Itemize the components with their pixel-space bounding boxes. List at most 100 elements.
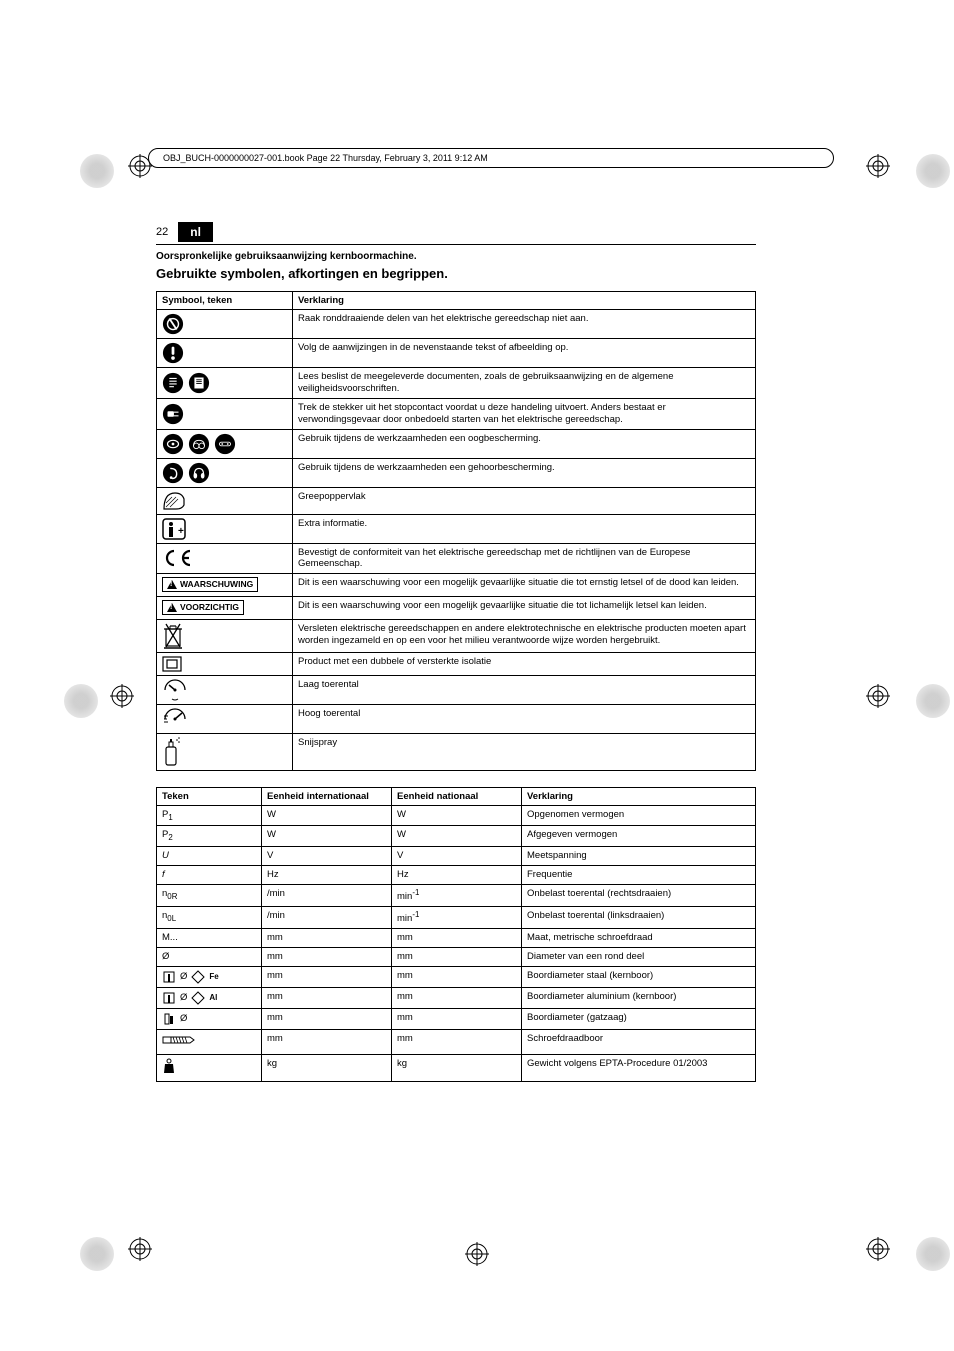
desc-cell: Boordiameter aluminium (kernboor) <box>522 987 756 1008</box>
symbol-cell: + <box>157 514 293 543</box>
table-row: ØmmmmDiameter van een rond deel <box>157 947 756 966</box>
table-row: Snijspray <box>157 733 756 770</box>
desc-cell: Boordiameter staal (kernboor) <box>522 966 756 987</box>
desc-cell: Afgegeven vermogen <box>522 826 756 847</box>
unit-intl-cell: mm <box>262 1008 392 1029</box>
reg-mark-icon <box>80 1237 114 1271</box>
desc-cell: Boordiameter (gatzaag) <box>522 1008 756 1029</box>
sign-cell: f <box>157 866 262 885</box>
svg-text:+: + <box>178 526 184 537</box>
unit-nat-cell: mm <box>392 947 522 966</box>
language-badge: nl <box>178 222 213 242</box>
table-row: WAARSCHUWING Dit is een waarschuwing voor… <box>157 574 756 597</box>
unit-nat-cell: mm <box>392 987 522 1008</box>
col-sign: Teken <box>157 787 262 805</box>
symbol-cell <box>157 368 293 399</box>
explanation-cell: Product met een dubbele of versterkte is… <box>293 652 756 675</box>
table-row: Volg de aanwijzingen in de nevenstaande … <box>157 339 756 368</box>
page-content: 22 nl Oorspronkelijke gebruiksaanwijzing… <box>156 222 756 1082</box>
unit-intl-cell: mm <box>262 966 392 987</box>
unit-intl-cell: /min <box>262 906 392 928</box>
table-row: fHzHzFrequentie <box>157 866 756 885</box>
desc-cell: Onbelast toerental (linksdraaien) <box>522 906 756 928</box>
sign-cell: U <box>157 847 262 866</box>
table-row: Ø FemmmmBoordiameter staal (kernboor) <box>157 966 756 987</box>
desc-cell: Diameter van een rond deel <box>522 947 756 966</box>
warning-label: WAARSCHUWING <box>162 577 258 592</box>
symbol-cell <box>157 619 293 652</box>
explanation-cell: Snijspray <box>293 733 756 770</box>
table-row: Greepoppervlak <box>157 487 756 514</box>
symbol-cell <box>157 652 293 675</box>
unit-nat-cell: W <box>392 826 522 847</box>
reg-mark-icon <box>64 684 98 718</box>
reg-mark-icon <box>916 154 950 188</box>
sign-cell: Ø <box>157 1008 262 1029</box>
unit-nat-cell: mm <box>392 1008 522 1029</box>
table-row: n0R/minmin-1Onbelast toerental (rechtsdr… <box>157 884 756 906</box>
sign-cell <box>157 1054 262 1081</box>
symbol-cell <box>157 310 293 339</box>
explanation-cell: Hoog toerental <box>293 704 756 733</box>
crosshair-icon <box>866 684 900 718</box>
col-unit-intl: Eenheid internationaal <box>262 787 392 805</box>
symbol-cell: WAARSCHUWING <box>157 574 293 597</box>
col-explanation: Verklaring <box>293 292 756 310</box>
header-filename: OBJ_BUCH-0000000027-001.book Page 22 Thu… <box>148 148 834 168</box>
desc-cell: Onbelast toerental (rechtsdraaien) <box>522 884 756 906</box>
unit-nat-cell: min-1 <box>392 906 522 928</box>
caution-label: VOORZICHTIG <box>162 600 244 615</box>
table-row: UVVMeetspanning <box>157 847 756 866</box>
unit-nat-cell: Hz <box>392 866 522 885</box>
explanation-cell: Gebruik tijdens de werkzaamheden een oog… <box>293 429 756 458</box>
symbol-cell <box>157 429 293 458</box>
symbol-cell: VOORZICHTIG <box>157 596 293 619</box>
table-row: Laag toerental <box>157 675 756 704</box>
explanation-cell: Laag toerental <box>293 675 756 704</box>
desc-cell: Meetspanning <box>522 847 756 866</box>
reg-mark-icon <box>916 1237 950 1271</box>
table-row: ØmmmmBoordiameter (gatzaag) <box>157 1008 756 1029</box>
explanation-cell: Bevestigt de conformiteit van het elektr… <box>293 543 756 574</box>
symbol-cell <box>157 398 293 429</box>
unit-intl-cell: mm <box>262 1029 392 1054</box>
symbol-cell <box>157 704 293 733</box>
table-row: Raak ronddraaiende delen van het elektri… <box>157 310 756 339</box>
crosshair-icon <box>110 684 144 718</box>
unit-nat-cell: mm <box>392 1029 522 1054</box>
table-row: Product met een dubbele of versterkte is… <box>157 652 756 675</box>
unit-nat-cell: W <box>392 805 522 826</box>
explanation-cell: Trek de stekker uit het stopcontact voor… <box>293 398 756 429</box>
document-subtitle: Oorspronkelijke gebruiksaanwijzing kernb… <box>156 251 756 262</box>
explanation-cell: Extra informatie. <box>293 514 756 543</box>
symbol-cell <box>157 339 293 368</box>
unit-intl-cell: W <box>262 826 392 847</box>
crosshair-icon <box>128 1237 162 1271</box>
page-number: 22 <box>156 226 168 238</box>
explanation-cell: Dit is een waarschuwing voor een mogelij… <box>293 574 756 597</box>
crosshair-icon <box>465 1242 489 1271</box>
col-desc: Verklaring <box>522 787 756 805</box>
units-table: Teken Eenheid internationaal Eenheid nat… <box>156 787 756 1082</box>
crosshair-icon <box>866 1237 900 1271</box>
table-row: P2WWAfgegeven vermogen <box>157 826 756 847</box>
explanation-cell: Greepoppervlak <box>293 487 756 514</box>
desc-cell: Maat, metrische schroefdraad <box>522 929 756 948</box>
crosshair-icon <box>866 154 900 188</box>
col-unit-nat: Eenheid nationaal <box>392 787 522 805</box>
desc-cell: Frequentie <box>522 866 756 885</box>
explanation-cell: Gebruik tijdens de werkzaamheden een geh… <box>293 458 756 487</box>
table-row: kgkgGewicht volgens EPTA-Procedure 01/20… <box>157 1054 756 1081</box>
table-row: M...mmmmMaat, metrische schroefdraad <box>157 929 756 948</box>
unit-intl-cell: mm <box>262 929 392 948</box>
sign-cell: Ø Fe <box>157 966 262 987</box>
sign-cell: Ø Al <box>157 987 262 1008</box>
desc-cell: Opgenomen vermogen <box>522 805 756 826</box>
unit-intl-cell: Hz <box>262 866 392 885</box>
sign-cell: n0L <box>157 906 262 928</box>
table-row: Lees beslist de meegeleverde documenten,… <box>157 368 756 399</box>
table-row: Trek de stekker uit het stopcontact voor… <box>157 398 756 429</box>
table-row: Gebruik tijdens de werkzaamheden een oog… <box>157 429 756 458</box>
explanation-cell: Versleten elektrische gereedschappen en … <box>293 619 756 652</box>
unit-nat-cell: mm <box>392 929 522 948</box>
